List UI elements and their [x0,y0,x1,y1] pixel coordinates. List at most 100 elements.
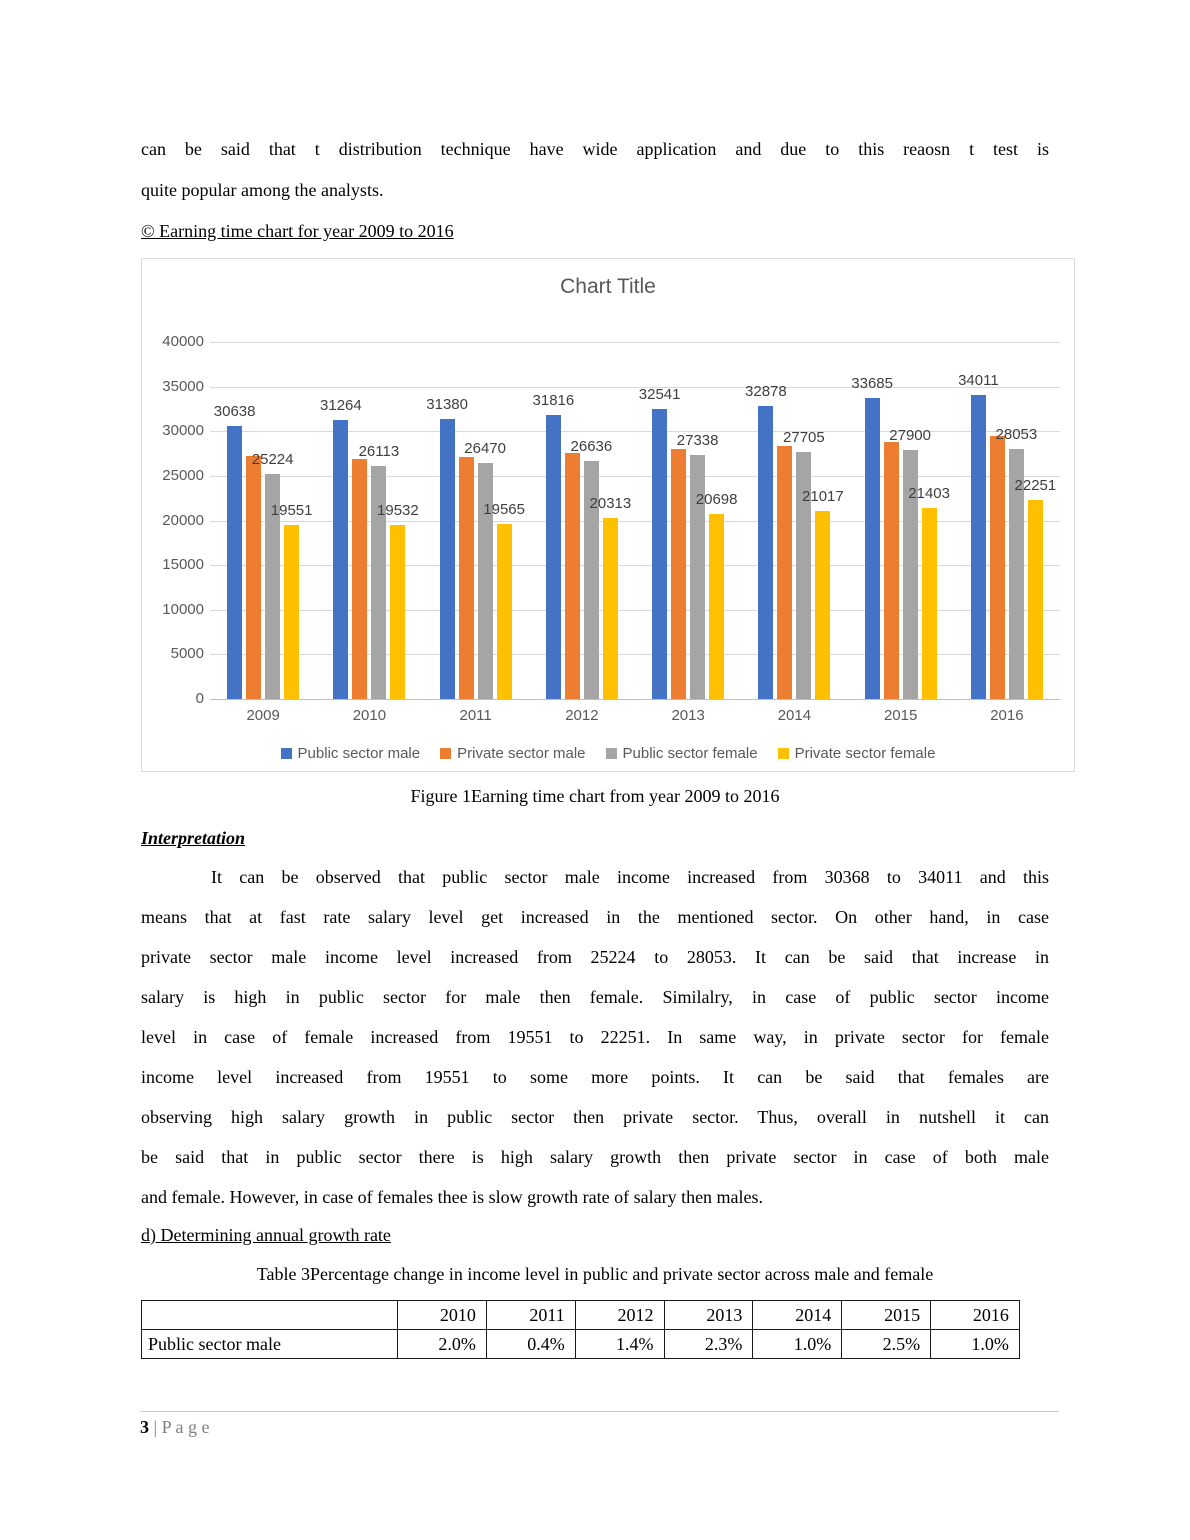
value-cell: 1.0% [752,1329,843,1359]
y-axis-tick-label: 5000 [170,645,204,663]
y-axis-tick-label: 35000 [162,377,204,395]
paragraph-line: salary is high in public sector for male… [141,987,1049,1007]
data-label: 26113 [358,442,400,460]
bar-private-sector-female-2011 [496,524,512,699]
bar-private-sector-male-2016 [989,435,1005,699]
y-gridline [210,565,1060,567]
paragraph-line: It can be observed that public sector ma… [211,867,1049,887]
y-axis-tick-label: 25000 [162,466,204,484]
interpretation-heading: Interpretation [141,828,246,848]
bar-public-sector-male-2012 [545,415,561,699]
chart-title: Chart Title [560,275,656,298]
growth-rate-table: 2010 2011 2012 2013 2014 2015 2016 Public secto… [141,1300,1020,1359]
x-axis-tick-label: 2012 [565,707,599,724]
value-cell: 1.4% [574,1329,665,1359]
bar-private-sector-male-2015 [883,441,899,699]
data-label: 34011 [958,372,999,390]
page-footer: 3 | P a g e [140,1411,1058,1438]
bar-private-sector-female-2013 [709,514,725,699]
paragraph-line: be said that in public sector there is h… [141,1147,1049,1167]
legend-label: Public sector female [622,745,758,762]
bar-private-sector-male-2013 [671,449,687,699]
bar-public-sector-male-2014 [758,405,774,699]
bar-public-sector-male-2009 [227,425,243,699]
interpretation-paragraph: It can be observed that public sector ma… [141,857,1049,1217]
data-label: 31264 [320,396,362,414]
y-axis-tick-label: 0 [195,690,204,707]
earning-chart-heading: © Earning time chart for year 2009 to 20… [141,221,454,241]
paragraph-line: income level increased from 19551 to som… [141,1067,1049,1087]
x-axis-tick-label: 2016 [990,707,1024,724]
bar-public-sector-female-2015 [902,449,918,699]
legend-item: Public sector female [605,745,758,762]
y-gridline [210,654,1060,656]
data-label: 27705 [783,428,825,446]
data-label: 21017 [802,488,844,506]
legend-label: Public sector male [297,745,421,762]
paragraph-line: can be said that t distribution techniqu… [141,139,1049,159]
data-label: 31380 [426,395,468,413]
data-label: 27338 [676,432,719,449]
data-label: 20698 [695,491,738,509]
bar-public-sector-male-2015 [864,398,880,699]
y-axis-tick-label: 20000 [162,511,204,529]
bar-public-sector-female-2010 [371,465,387,699]
data-label: 19532 [377,501,419,519]
value-cell: 2010 [397,1300,487,1330]
paragraph-line: and female. However, in case of females … [141,1187,764,1207]
x-axis-tick-label: 2015 [883,707,918,724]
footer-label: P a g e [161,1417,210,1437]
paragraph-line: observing high salary growth in public s… [141,1107,1049,1127]
earnings-bar-chart: Chart Title 0 5000 10000 15000 20000 25000 300… [141,258,1075,772]
legend-item: Public sector male [280,745,421,762]
table-caption: Table 3Percentage change in income level… [256,1264,934,1284]
document-content: can be said that t distribution techniqu… [141,0,1075,1359]
bar-public-sector-male-2016 [970,395,986,699]
row-header-cell [141,1300,398,1330]
y-axis-tick-label: 30000 [162,422,204,440]
legend-swatch [280,748,292,759]
data-label: 25224 [251,450,294,468]
bar-private-sector-male-2009 [246,455,262,699]
bar-private-sector-male-2014 [777,445,793,699]
value-cell: 2012 [574,1300,665,1330]
row-header-cell: Public sector male [141,1329,398,1359]
page-number: 3 [140,1417,149,1437]
legend-swatch [777,748,789,759]
figure-caption: Figure 1Earning time chart from year 200… [410,786,780,806]
table-row: 2010 2011 2012 2013 2014 2015 2016 [141,1300,1020,1330]
y-gridline [210,431,1060,433]
y-gridline [210,520,1060,522]
value-cell: 2.5% [841,1329,932,1359]
bar-private-sector-female-2010 [390,524,406,699]
data-label: 32878 [745,382,787,400]
paragraph-line: means that at fast rate salary level get… [141,907,1049,927]
y-axis-tick-label: 10000 [162,600,204,618]
bar-public-sector-female-2012 [583,461,599,699]
data-label: 27900 [889,426,931,444]
bar-public-sector-male-2010 [333,419,349,699]
data-label: 32541 [638,385,681,403]
bar-private-sector-female-2014 [815,511,831,699]
data-label: 21403 [908,484,950,502]
value-cell: 2.0% [397,1329,487,1359]
data-label: 26636 [570,438,613,456]
y-gridline [210,386,1060,388]
data-label: 22251 [1014,477,1057,495]
value-cell: 0.4% [485,1329,576,1359]
bar-public-sector-female-2014 [796,451,812,699]
legend-swatch [605,748,617,759]
x-axis-tick-label: 2013 [671,707,705,724]
bar-public-sector-female-2009 [265,473,281,699]
x-axis-tick-label: 2010 [352,707,387,724]
x-axis-line [210,699,1060,700]
y-gridline [210,609,1060,611]
y-gridline [210,475,1060,477]
x-axis-tick-label: 2014 [777,707,812,724]
y-axis-tick-label: 15000 [162,556,204,574]
value-cell: 1.0% [930,1329,1020,1359]
bar-public-sector-female-2013 [690,455,706,699]
data-label: 26470 [464,439,506,457]
data-label: 20313 [589,494,632,512]
legend-swatch [440,748,452,759]
